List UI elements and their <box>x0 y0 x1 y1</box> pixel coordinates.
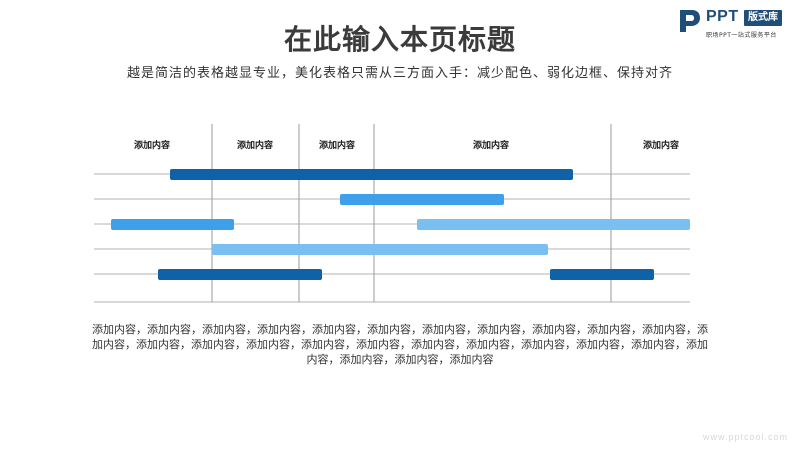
gantt-bar <box>550 269 654 280</box>
logo-tagline: 职场PPT一站式服务平台 <box>706 32 777 39</box>
gantt-bar <box>158 269 322 280</box>
column-header: 添加内容 <box>472 141 510 151</box>
column-header: 添加内容 <box>133 141 171 151</box>
gantt-bar <box>340 194 504 205</box>
gantt-bar <box>111 219 234 230</box>
gantt-bar <box>417 219 690 230</box>
page-subtitle: 越是简洁的表格越显专业，美化表格只需从三方面入手：减少配色、弱化边框、保持对齐 <box>126 66 673 81</box>
logo-badge: 版式库 <box>744 10 782 26</box>
logo-brand-text: PPT <box>706 8 739 25</box>
column-header: 添加内容 <box>236 141 274 151</box>
column-header: 添加内容 <box>642 141 680 151</box>
brand-logo: PPT 版式库 职场PPT一站式服务平台 <box>678 8 796 42</box>
body-paragraph: 添加内容，添加内容，添加内容，添加内容，添加内容，添加内容，添加内容，添加内容，… <box>92 323 708 366</box>
logo-mark-icon <box>680 10 700 32</box>
gantt-bar <box>170 169 573 180</box>
page-title: 在此输入本页标题 <box>283 23 516 56</box>
column-header: 添加内容 <box>318 141 356 151</box>
gantt-bar <box>212 244 548 255</box>
watermark: www.pptcool.com <box>702 432 788 442</box>
